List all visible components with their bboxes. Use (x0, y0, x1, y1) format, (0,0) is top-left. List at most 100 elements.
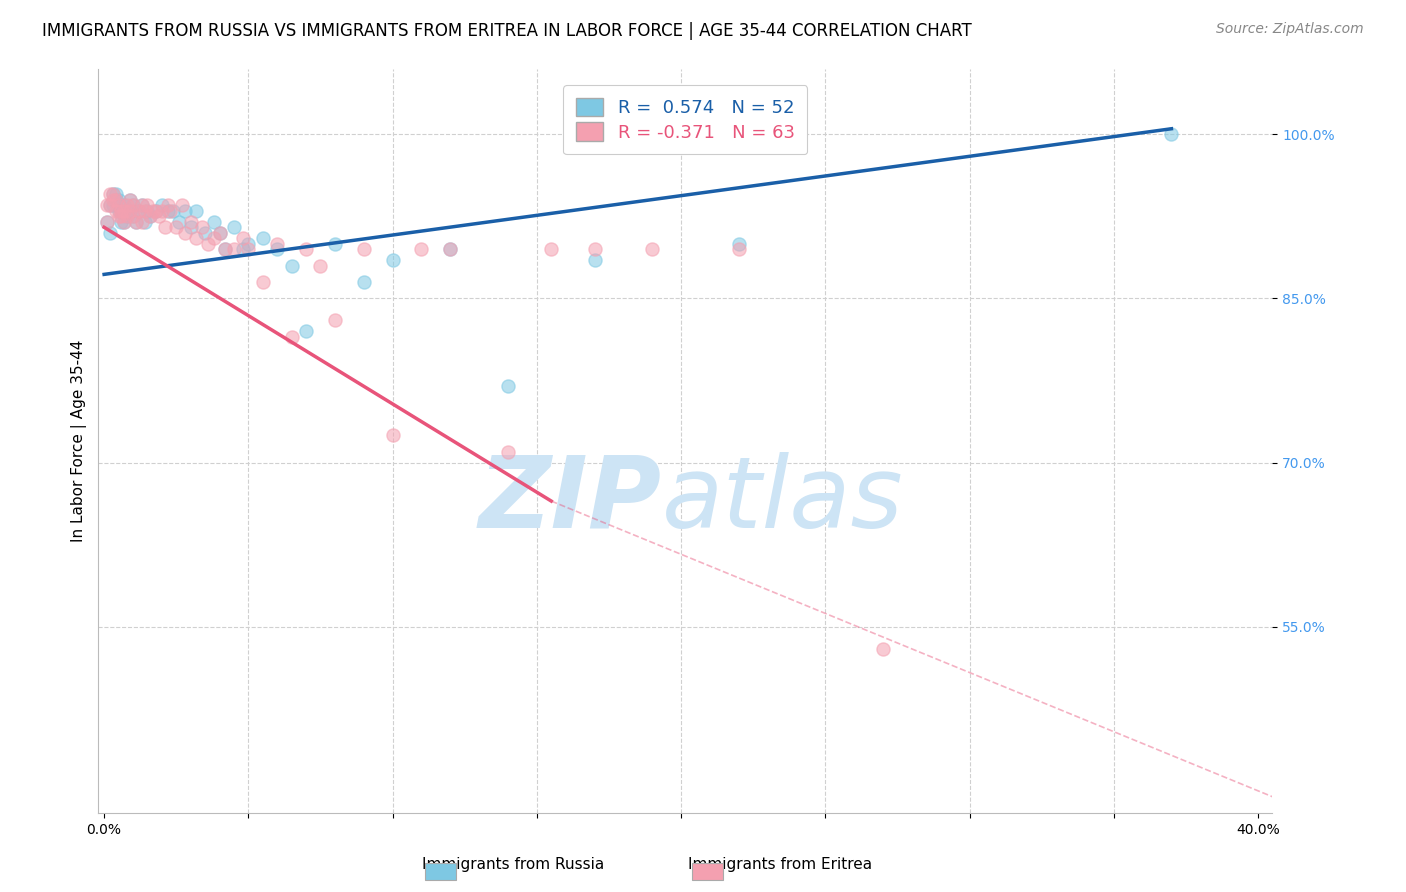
Point (107, 203, 129, 218)
Point (170, 198, 193, 212)
Point (214, 242, 236, 256)
Point (186, 231, 208, 245)
Point (214, 242, 236, 256)
Text: Immigrants from Eritrea: Immigrants from Eritrea (689, 857, 872, 872)
Point (280, 330, 302, 344)
Point (110, 203, 132, 218)
Point (131, 198, 153, 212)
Point (174, 226, 197, 240)
Point (98, 187, 121, 202)
Point (96, 198, 118, 212)
Point (238, 236, 260, 251)
Point (156, 203, 179, 218)
Point (112, 215, 135, 229)
Point (150, 203, 173, 218)
Point (98, 198, 121, 212)
Point (122, 210, 145, 224)
Point (115, 210, 138, 224)
Point (110, 210, 132, 224)
Point (107, 198, 129, 212)
Point (266, 236, 288, 251)
Point (122, 198, 145, 212)
Point (134, 215, 156, 229)
Point (540, 242, 562, 256)
Point (252, 275, 274, 289)
Point (107, 193, 129, 207)
Point (641, 242, 664, 256)
Point (295, 324, 318, 338)
Point (101, 187, 124, 202)
Point (120, 203, 142, 218)
Point (208, 226, 231, 240)
Point (411, 242, 433, 256)
Point (159, 203, 181, 218)
Point (122, 198, 145, 212)
Point (162, 203, 184, 218)
Text: Source: ZipAtlas.com: Source: ZipAtlas.com (1216, 22, 1364, 37)
Point (1160, 127, 1182, 141)
Text: ZIP: ZIP (479, 452, 662, 549)
Point (110, 203, 132, 218)
Point (194, 226, 217, 240)
Point (180, 215, 202, 229)
Point (112, 215, 135, 229)
Point (439, 242, 461, 256)
Point (115, 210, 138, 224)
Point (872, 641, 894, 656)
Point (208, 226, 231, 240)
Point (156, 198, 179, 212)
Point (174, 203, 197, 218)
Point (136, 198, 159, 212)
Point (323, 313, 346, 327)
Point (202, 231, 225, 245)
Point (125, 215, 148, 229)
Point (107, 210, 129, 224)
Point (727, 242, 749, 256)
Point (101, 187, 124, 202)
Point (120, 193, 142, 207)
Point (439, 242, 461, 256)
Point (353, 275, 375, 289)
Point (115, 198, 138, 212)
Point (131, 215, 153, 229)
Point (139, 210, 162, 224)
Point (110, 215, 132, 229)
Text: atlas: atlas (662, 452, 904, 549)
Point (148, 210, 170, 224)
Point (139, 210, 162, 224)
Point (727, 236, 749, 251)
Point (96, 215, 118, 229)
Point (266, 242, 288, 256)
Point (252, 231, 274, 245)
Point (145, 203, 167, 218)
Point (295, 242, 318, 256)
Point (153, 220, 176, 235)
Point (496, 444, 519, 458)
Point (145, 203, 167, 218)
Y-axis label: In Labor Force | Age 35-44: In Labor Force | Age 35-44 (72, 340, 87, 542)
Text: IMMIGRANTS FROM RUSSIA VS IMMIGRANTS FROM ERITREA IN LABOR FORCE | AGE 35-44 COR: IMMIGRANTS FROM RUSSIA VS IMMIGRANTS FRO… (42, 22, 972, 40)
Point (232, 242, 254, 256)
Point (112, 198, 135, 212)
Point (98, 226, 121, 240)
Point (122, 210, 145, 224)
Point (128, 203, 150, 218)
Legend: R =  0.574   N = 52, R = -0.371   N = 63: R = 0.574 N = 52, R = -0.371 N = 63 (564, 85, 807, 154)
Point (131, 198, 153, 212)
Point (232, 231, 254, 245)
Point (353, 242, 375, 256)
Point (98, 198, 121, 212)
Point (381, 428, 404, 442)
Point (150, 198, 173, 212)
Point (104, 193, 127, 207)
Point (323, 236, 346, 251)
Point (134, 203, 156, 218)
Point (104, 187, 127, 202)
Point (191, 220, 214, 235)
Point (186, 203, 208, 218)
Point (202, 215, 225, 229)
Point (104, 203, 127, 218)
Point (222, 220, 245, 235)
Point (142, 203, 165, 218)
Point (96, 215, 118, 229)
